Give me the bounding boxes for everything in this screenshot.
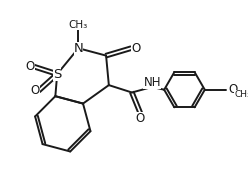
Text: O: O: [31, 84, 40, 97]
Text: O: O: [26, 60, 35, 73]
Text: O: O: [229, 83, 238, 96]
Text: NH: NH: [143, 76, 161, 89]
Text: CH₃: CH₃: [234, 90, 248, 99]
Text: N: N: [73, 42, 83, 55]
Text: S: S: [53, 67, 61, 81]
Text: CH₃: CH₃: [69, 20, 88, 30]
Text: O: O: [131, 42, 140, 55]
Text: O: O: [136, 112, 145, 125]
